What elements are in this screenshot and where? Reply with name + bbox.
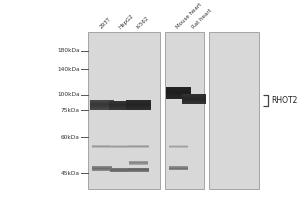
Bar — [90, 107, 114, 108]
Bar — [182, 97, 206, 98]
Bar — [92, 147, 112, 148]
Bar — [129, 163, 148, 164]
Text: 293T: 293T — [99, 17, 112, 30]
Bar — [169, 169, 188, 170]
Text: HepG2: HepG2 — [118, 13, 134, 30]
Bar — [90, 108, 114, 109]
Bar — [90, 104, 114, 105]
Bar — [109, 105, 132, 106]
Bar — [90, 102, 114, 103]
Text: 100kDa: 100kDa — [57, 92, 80, 97]
Bar — [165, 32, 204, 189]
Bar — [90, 100, 114, 101]
Text: 60kDa: 60kDa — [61, 135, 80, 140]
Bar — [169, 167, 188, 168]
Bar — [166, 92, 191, 93]
Bar — [109, 109, 132, 110]
Bar — [129, 164, 148, 165]
Bar — [126, 103, 151, 104]
Bar — [88, 32, 160, 189]
Bar — [126, 104, 151, 105]
Text: K-562: K-562 — [136, 15, 150, 30]
Bar — [166, 96, 191, 97]
Bar — [92, 170, 112, 171]
Bar — [129, 162, 148, 163]
Bar — [90, 105, 114, 106]
Bar — [129, 145, 148, 146]
Bar — [128, 169, 149, 170]
Text: RHOT2: RHOT2 — [272, 96, 298, 105]
Text: 140kDa: 140kDa — [57, 67, 80, 72]
Bar — [128, 170, 149, 171]
Bar — [109, 104, 132, 105]
Bar — [166, 88, 191, 89]
Bar — [182, 99, 206, 100]
Bar — [90, 103, 114, 104]
Bar — [126, 106, 151, 107]
Bar — [110, 170, 131, 171]
Bar — [166, 91, 191, 92]
Text: Mouse heart: Mouse heart — [176, 2, 203, 30]
Bar — [110, 168, 131, 169]
Bar — [166, 87, 191, 88]
Bar — [109, 103, 132, 104]
Bar — [129, 146, 148, 147]
Bar — [169, 166, 188, 167]
Bar — [90, 106, 114, 107]
Text: Rat heart: Rat heart — [191, 8, 213, 30]
Bar — [166, 97, 191, 98]
Bar — [109, 101, 132, 102]
Bar — [166, 94, 191, 95]
Bar — [182, 102, 206, 103]
Bar — [109, 107, 132, 108]
Bar — [109, 108, 132, 109]
Bar — [182, 100, 206, 101]
Bar — [92, 166, 112, 167]
Bar — [92, 168, 112, 169]
Bar — [126, 109, 151, 110]
Bar — [182, 95, 206, 96]
Bar — [166, 89, 191, 90]
Bar — [126, 101, 151, 102]
Bar — [182, 103, 206, 104]
Bar — [166, 95, 191, 96]
Bar — [128, 171, 149, 172]
Bar — [92, 145, 112, 146]
Text: 45kDa: 45kDa — [61, 171, 80, 176]
Bar — [209, 32, 259, 189]
Bar — [129, 161, 148, 162]
Bar — [110, 171, 131, 172]
Bar — [166, 90, 191, 91]
Bar — [92, 167, 112, 168]
Bar — [126, 105, 151, 106]
Bar — [109, 106, 132, 107]
Bar — [126, 107, 151, 108]
Bar — [126, 108, 151, 109]
Bar — [126, 100, 151, 101]
Bar — [182, 98, 206, 99]
Bar — [128, 168, 149, 169]
Text: 180kDa: 180kDa — [57, 48, 80, 53]
Bar — [92, 169, 112, 170]
Bar — [166, 98, 191, 99]
Bar — [182, 94, 206, 95]
Bar — [110, 169, 131, 170]
Bar — [92, 146, 112, 147]
Bar — [90, 109, 114, 110]
Bar — [109, 102, 132, 103]
Bar — [126, 102, 151, 103]
Bar — [182, 101, 206, 102]
Bar — [169, 168, 188, 169]
Text: 75kDa: 75kDa — [61, 108, 80, 113]
Bar — [90, 101, 114, 102]
Bar — [166, 93, 191, 94]
Bar — [129, 147, 148, 148]
Bar — [182, 96, 206, 97]
